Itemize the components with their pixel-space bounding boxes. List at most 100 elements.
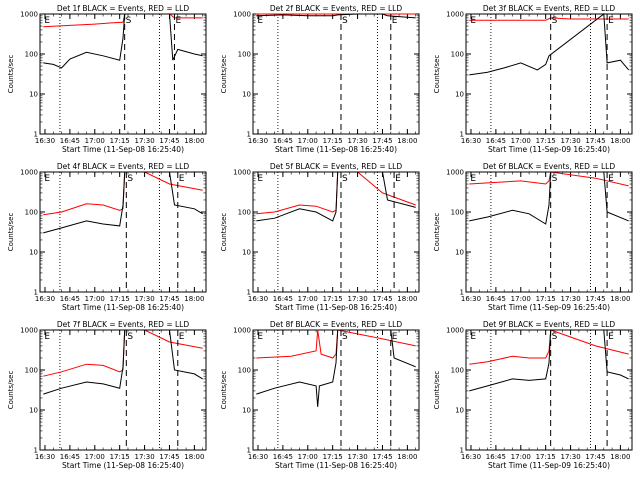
x-tick-label: 16:30 [35, 453, 55, 461]
plot-frame [465, 171, 633, 293]
y-axis-label: Counts/sec [433, 55, 441, 94]
event-marker-label: E [179, 174, 185, 184]
y-tick-label: 1 [460, 289, 464, 297]
x-tick-label: 16:45 [486, 295, 506, 303]
event-marker-label: E [44, 16, 50, 26]
y-tick-label: 10 [242, 407, 251, 415]
y-tick-label: 10 [29, 91, 38, 99]
y-tick-label: 100 [25, 51, 38, 59]
x-tick-label: 17:30 [134, 137, 154, 145]
y-tick-label: 10 [242, 91, 251, 99]
x-tick-label: 17:00 [298, 295, 318, 303]
event-marker-label: E [44, 174, 50, 184]
x-axis-label: Start Time (11-Sep-08 16:25:40) [275, 461, 397, 470]
x-tick-label: 16:30 [461, 453, 481, 461]
x-tick-label: 17:30 [347, 295, 367, 303]
y-tick-label: 1000 [446, 169, 464, 177]
series-line-black [469, 329, 629, 392]
x-tick-label: 18:00 [610, 295, 630, 303]
x-tick-label: 17:45 [372, 137, 392, 145]
series-line-black [256, 171, 416, 222]
x-axis-label: Start Time (11-Sep-09 16:25:40) [488, 145, 610, 154]
x-tick-label: 16:30 [248, 137, 268, 145]
y-axis-label: Counts/sec [7, 55, 15, 94]
event-marker-label: E [257, 174, 263, 184]
x-tick-label: 16:30 [35, 137, 55, 145]
event-marker-label: E [257, 16, 263, 26]
x-tick-label: 17:15 [110, 453, 130, 461]
x-tick-label: 17:00 [511, 295, 531, 303]
x-tick-label: 16:30 [248, 295, 268, 303]
event-marker-label: S [127, 174, 133, 184]
x-tick-label: 18:00 [610, 137, 630, 145]
event-marker-label: E [608, 174, 614, 184]
y-tick-label: 1 [460, 131, 464, 139]
y-tick-label: 10 [455, 91, 464, 99]
event-marker-label: S [342, 174, 348, 184]
plot-frame [252, 329, 420, 451]
x-tick-label: 17:45 [372, 295, 392, 303]
event-marker-label: S [552, 174, 558, 184]
series-line-red [469, 329, 629, 365]
y-tick-label: 100 [238, 51, 251, 59]
y-tick-label: 100 [25, 209, 38, 217]
y-tick-label: 10 [455, 407, 464, 415]
x-tick-label: 17:45 [159, 295, 179, 303]
y-tick-label: 1000 [446, 11, 464, 19]
plot-frame [39, 13, 207, 135]
y-tick-label: 1000 [20, 327, 38, 335]
plot-frame [39, 329, 207, 451]
series-line-black [43, 171, 203, 234]
panel-title: Det 3f BLACK = Events, RED = LLD [483, 4, 616, 13]
x-tick-label: 17:15 [323, 137, 343, 145]
event-marker-label: S [342, 332, 348, 342]
series-line-red [256, 171, 416, 215]
x-axis-label: Start Time (11-Sep-08 16:25:40) [62, 303, 184, 312]
panel-title: Det 5f BLACK = Events, RED = LLD [270, 162, 403, 171]
event-marker-label: E [179, 332, 185, 342]
x-tick-label: 17:15 [110, 295, 130, 303]
panel-title: Det 9f BLACK = Events, RED = LLD [483, 320, 616, 329]
x-tick-label: 17:30 [134, 453, 154, 461]
event-marker-label: E [257, 332, 263, 342]
x-tick-label: 18:00 [610, 453, 630, 461]
x-tick-label: 17:00 [511, 453, 531, 461]
x-tick-label: 17:45 [159, 137, 179, 145]
x-tick-label: 16:30 [248, 453, 268, 461]
x-tick-label: 16:30 [461, 295, 481, 303]
x-tick-label: 17:30 [560, 453, 580, 461]
x-tick-label: 16:45 [273, 137, 293, 145]
y-tick-label: 100 [25, 367, 38, 375]
panel-title: Det 6f BLACK = Events, RED = LLD [483, 162, 616, 171]
event-marker-label: E [608, 16, 614, 26]
x-axis-label: Start Time (11-Sep-09 16:25:40) [488, 303, 610, 312]
event-marker-label: S [552, 16, 558, 26]
series-line-red [469, 17, 629, 21]
series-line-red [43, 171, 203, 216]
y-tick-label: 100 [451, 367, 464, 375]
y-tick-label: 1 [247, 131, 251, 139]
panel-title: Det 1f BLACK = Events, RED = LLD [57, 4, 190, 13]
x-axis-label: Start Time (11-Sep-08 16:25:40) [275, 145, 397, 154]
plot-frame [465, 13, 633, 135]
panel-det-2: Det 2f BLACK = Events, RED = LLD 1 10 100 10… [220, 4, 420, 154]
x-tick-label: 17:30 [560, 137, 580, 145]
event-marker-label: E [392, 332, 398, 342]
event-marker-label: E [44, 332, 50, 342]
y-tick-label: 1000 [20, 169, 38, 177]
y-axis-label: Counts/sec [433, 371, 441, 410]
y-axis-label: Counts/sec [7, 213, 15, 252]
x-tick-label: 17:15 [536, 137, 556, 145]
series-line-black [43, 329, 203, 395]
event-marker-label: E [175, 16, 181, 26]
x-tick-label: 16:30 [461, 137, 481, 145]
y-tick-label: 1 [34, 447, 38, 455]
series-line-black [469, 13, 630, 76]
y-axis-label: Counts/sec [220, 55, 228, 94]
series-line-red [256, 329, 416, 359]
panel-det-7: Det 7f BLACK = Events, RED = LLD 1 10 100 10… [7, 320, 207, 470]
x-tick-label: 17:15 [536, 453, 556, 461]
y-tick-label: 1000 [233, 327, 251, 335]
event-marker-label: E [470, 16, 476, 26]
x-tick-label: 18:00 [184, 137, 204, 145]
